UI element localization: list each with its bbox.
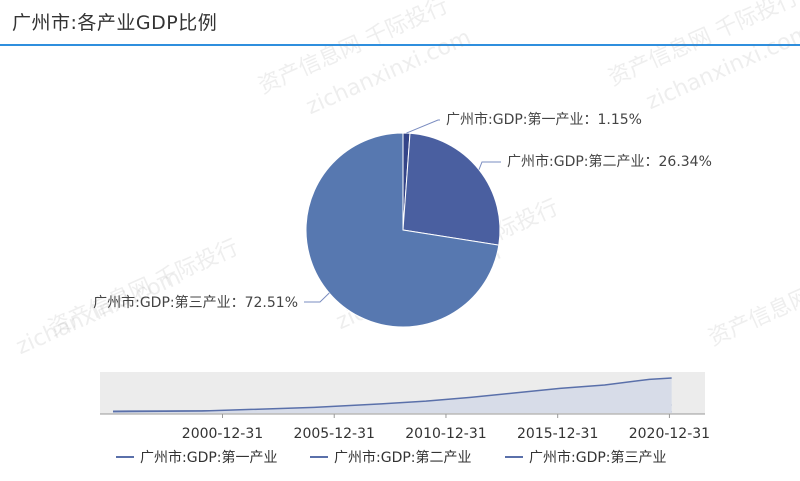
legend-item[interactable]: 广州市:GDP:第二产业 [334, 449, 472, 466]
pie-chart[interactable]: 广州市:GDP:第一产业：1.15% 广州市:GDP:第二产业：26.34% 广州市… [93, 111, 712, 328]
data-zoom-slider[interactable]: 2000-12-31 2005-12-31 2010-12-31 2015-12-31… [100, 372, 710, 442]
x-tick-label: 2000-12-31 [182, 426, 263, 442]
title-divider [0, 44, 800, 46]
x-tick-label: 2005-12-31 [294, 426, 375, 442]
zoom-area-3 [113, 378, 672, 413]
chart-title: 广州市:各产业GDP比例 [12, 12, 218, 34]
slice-label: 广州市:GDP:第三产业：72.51% [93, 294, 298, 311]
slice-label-line [478, 161, 501, 170]
zoom-series-line-3 [112, 377, 672, 413]
x-tick-label: 2015-12-31 [517, 426, 598, 442]
slice-label: 广州市:GDP:第一产业：1.15% [446, 111, 642, 128]
slice-label-line [406, 119, 440, 134]
legend-item[interactable]: 广州市:GDP:第一产业 [140, 449, 278, 466]
slice-label-line [304, 292, 330, 303]
x-tick-label: 2010-12-31 [405, 426, 486, 442]
legend-item[interactable]: 广州市:GDP:第三产业 [529, 449, 667, 466]
pie-slice[interactable] [402, 132, 501, 246]
legend[interactable]: 广州市:GDP:第一产业 广州市:GDP:第二产业 广州市:GDP:第三产业 [116, 449, 667, 466]
slice-label: 广州市:GDP:第二产业：26.34% [507, 153, 712, 170]
x-tick-label: 2020-12-31 [629, 426, 710, 442]
